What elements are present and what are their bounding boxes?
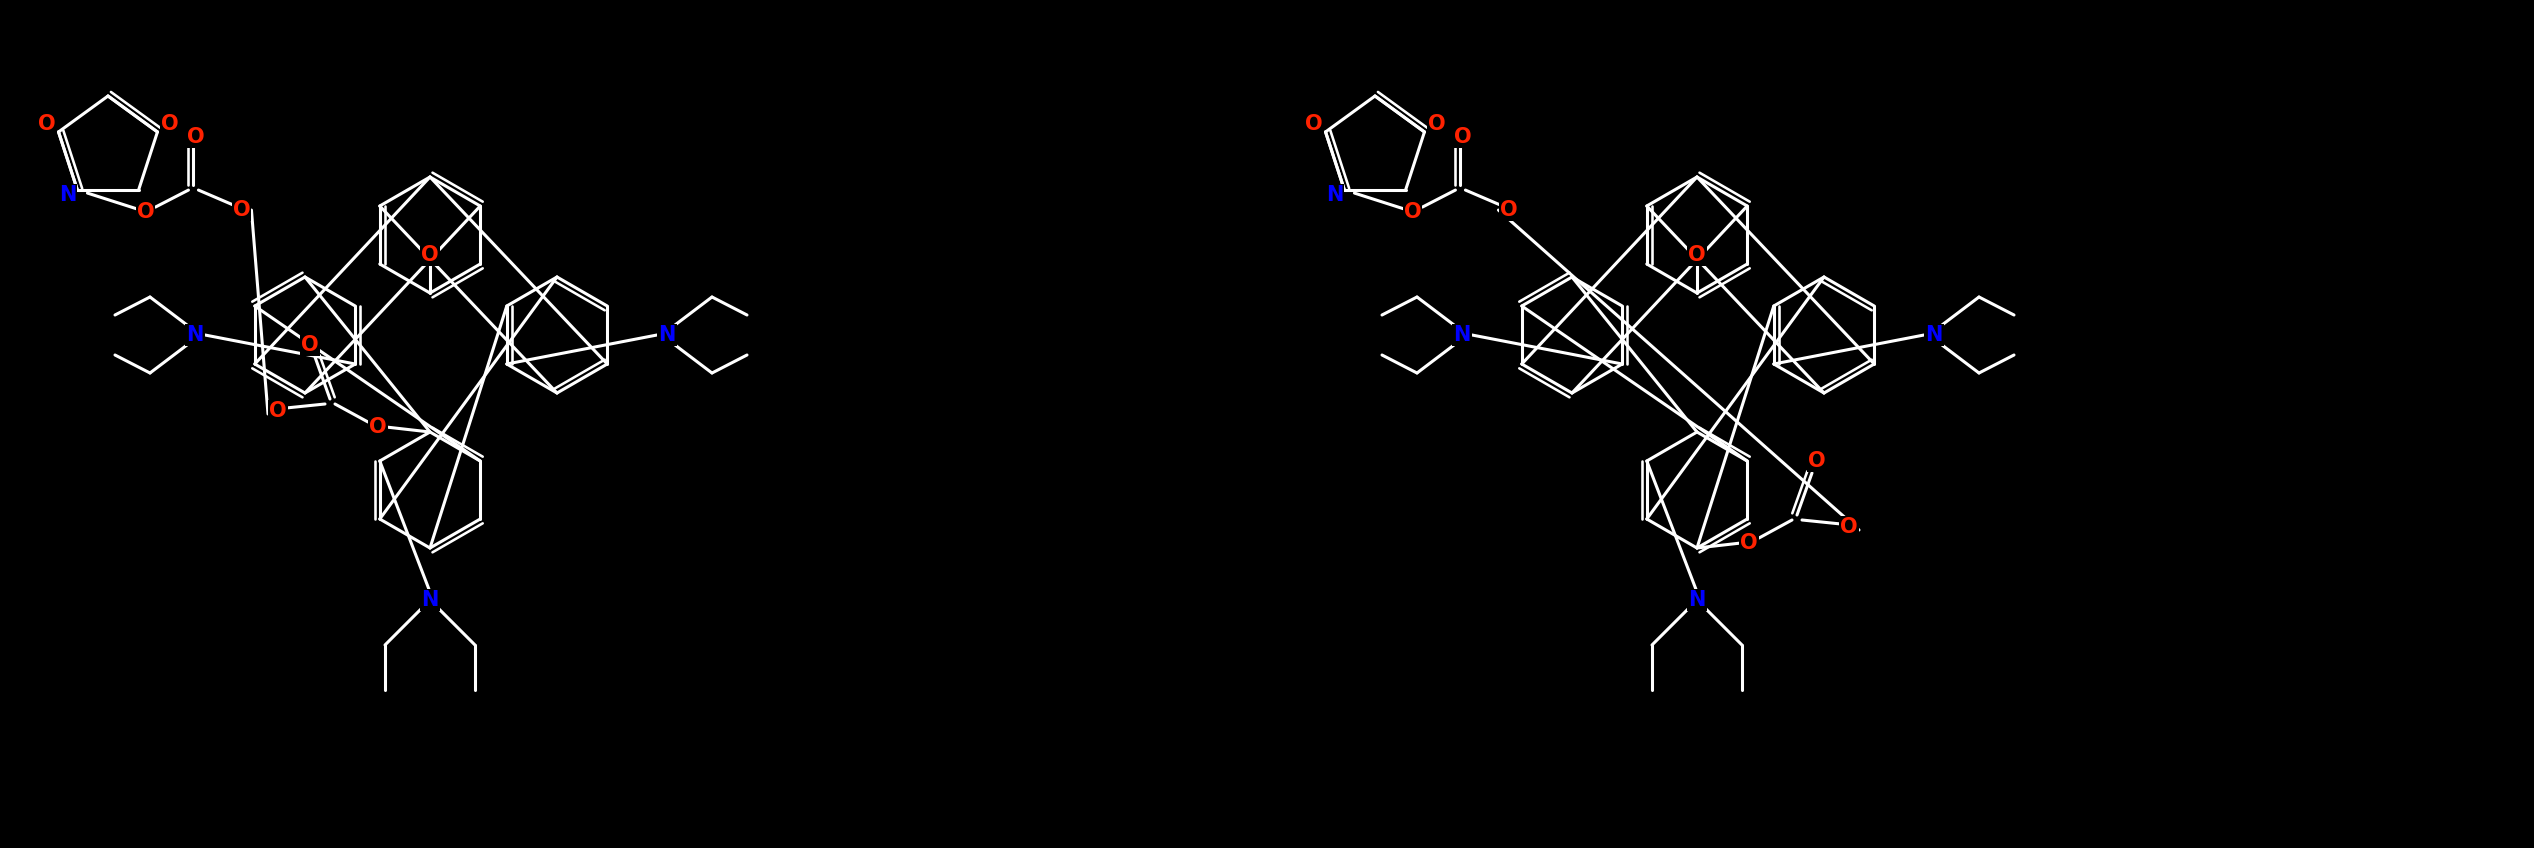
Text: N: N	[1688, 590, 1705, 610]
Text: O: O	[1455, 127, 1472, 147]
Text: O: O	[302, 335, 319, 355]
Text: N: N	[421, 590, 438, 610]
Text: O: O	[421, 245, 438, 265]
Text: O: O	[1427, 114, 1444, 134]
Text: N: N	[58, 185, 76, 205]
Text: O: O	[269, 401, 286, 421]
Text: N: N	[1926, 325, 1944, 345]
Text: O: O	[233, 200, 251, 220]
Text: N: N	[1455, 325, 1470, 345]
Text: O: O	[1404, 202, 1422, 222]
Text: O: O	[1840, 517, 1857, 537]
Text: O: O	[1305, 114, 1323, 134]
Text: O: O	[1741, 533, 1759, 553]
Text: O: O	[160, 114, 177, 134]
Text: O: O	[1500, 200, 1518, 220]
Text: O: O	[188, 127, 205, 147]
Text: O: O	[38, 114, 56, 134]
Text: O: O	[1809, 451, 1827, 471]
Text: N: N	[1325, 185, 1343, 205]
Text: O: O	[137, 202, 155, 222]
Text: O: O	[370, 417, 388, 437]
Text: O: O	[1688, 245, 1705, 265]
Text: N: N	[659, 325, 677, 345]
Text: N: N	[188, 325, 203, 345]
